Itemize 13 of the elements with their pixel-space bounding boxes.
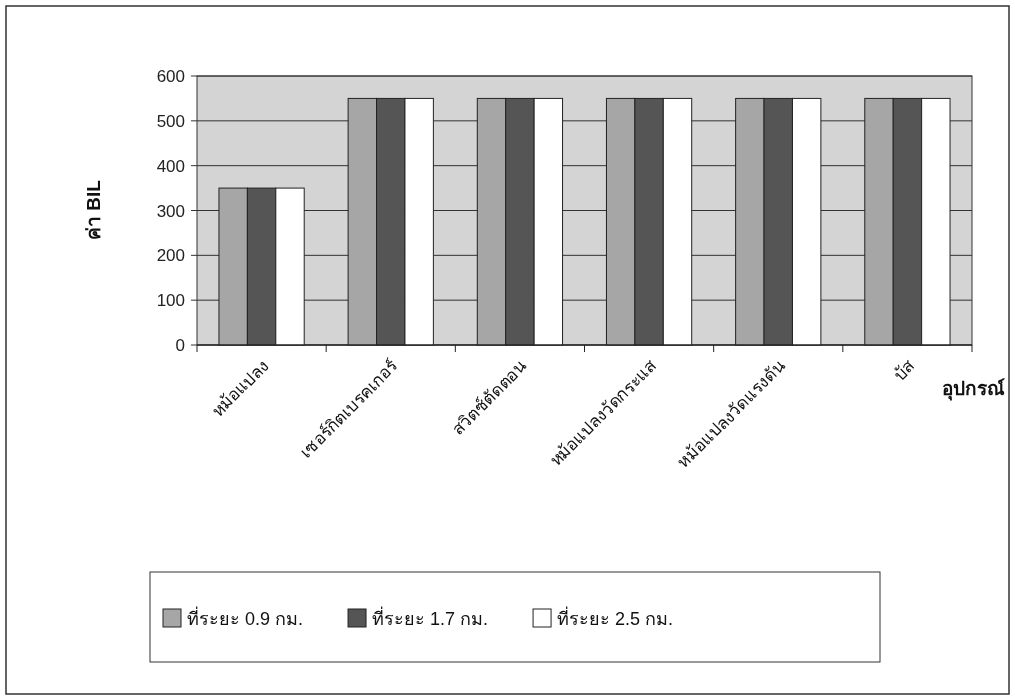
legend-label: ที่ระยะ 1.7 กม. [372,606,489,629]
legend-label: ที่ระยะ 0.9 กม. [187,606,304,629]
y-tick-label: 600 [156,67,185,86]
y-tick-label: 100 [156,291,185,311]
y-tick-label: 0 [175,336,185,355]
y-tick-label: 500 [156,111,185,131]
y-tick-label: 200 [156,246,185,266]
x-tick-label: บัส [889,355,919,385]
x-axis-title: อุปกรณ์ [942,378,1005,401]
y-tick-label: 400 [156,156,185,176]
legend-label: ที่ระยะ 2.5 กม. [557,606,674,629]
y-axis-title: ค่า BIL [83,179,104,240]
y-tick-label: 300 [156,201,185,221]
